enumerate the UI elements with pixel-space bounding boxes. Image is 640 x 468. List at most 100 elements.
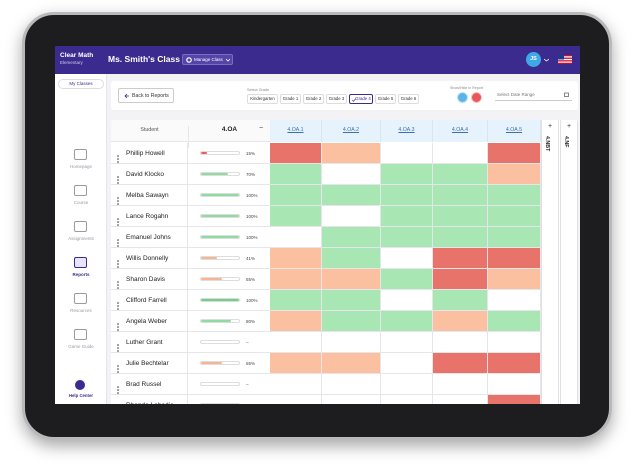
score-cell (188, 353, 270, 374)
grade-button[interactable]: Grade 4 (349, 94, 373, 104)
mastery-cell (381, 227, 433, 248)
score-label: 15% (246, 150, 256, 156)
screen: Clear Math Elementary Ms. Smith's Class … (55, 46, 580, 404)
row-menu[interactable] (117, 381, 119, 394)
standard-header[interactable]: 4.OA.1 (270, 120, 322, 142)
mastery-cell (270, 227, 322, 248)
my-classes-button[interactable]: My Classes (58, 79, 104, 89)
student-name[interactable]: Brad Russel (126, 381, 162, 388)
mastery-cell (381, 164, 433, 185)
row-menu[interactable] (117, 192, 119, 205)
score-label: 100% (246, 297, 258, 303)
progress-track (200, 193, 240, 197)
top-bar: Clear Math Elementary Ms. Smith's Class … (55, 46, 580, 74)
mastery-cell (322, 374, 381, 395)
standard-header[interactable]: 4.OA.3 (381, 120, 433, 142)
help-icon[interactable] (75, 380, 85, 390)
nav-label[interactable]: Assignments (68, 236, 94, 241)
nav-label[interactable]: Course (73, 200, 89, 205)
student-name[interactable]: Emanuel Johns (126, 234, 171, 241)
expand-button[interactable]: + (547, 123, 553, 130)
help-center-label[interactable]: Help Center (68, 393, 94, 398)
mastery-cell (488, 227, 541, 248)
progress-bar (201, 194, 239, 196)
row-menu[interactable] (117, 297, 119, 310)
score-cell (188, 164, 270, 185)
row-menu[interactable] (117, 318, 119, 331)
student-name[interactable]: Sharon Davis (126, 276, 166, 283)
avatar-caret (544, 58, 549, 62)
score-label: 80% (246, 318, 256, 324)
mastery-cell (381, 185, 433, 206)
grade-button[interactable]: Grade 1 (280, 94, 301, 104)
nav-label[interactable]: Game Guide (68, 344, 94, 349)
mastery-cell (381, 374, 433, 395)
grade-button[interactable]: Grade 2 (303, 94, 324, 104)
row-menu[interactable] (117, 276, 119, 289)
progress-bar (201, 320, 232, 322)
hide-toggle[interactable] (471, 92, 482, 103)
mastery-cell (433, 353, 488, 374)
mastery-cell (433, 164, 488, 185)
mastery-cell (270, 206, 322, 227)
student-name[interactable]: Willis Donnelly (126, 255, 169, 262)
nav-label[interactable]: Reports (72, 272, 90, 277)
student-name[interactable]: David Klocko (126, 171, 164, 178)
student-name[interactable]: Phillip Howell (126, 150, 165, 157)
student-header: Student (140, 127, 159, 133)
nav-icon[interactable] (74, 293, 87, 304)
student-name[interactable]: Julie Bechtelar (126, 360, 169, 367)
nav-label[interactable]: Resources (70, 308, 92, 313)
nav-icon[interactable] (74, 185, 87, 196)
dots-icon (117, 218, 119, 226)
nav-icon[interactable] (74, 149, 87, 160)
manage-class-button[interactable]: Manage Class (182, 54, 233, 65)
nav-icon[interactable] (74, 257, 87, 268)
row-menu[interactable] (117, 213, 119, 226)
dots-icon (117, 344, 119, 352)
avatar[interactable]: JS (526, 52, 541, 67)
mastery-cell (433, 185, 488, 206)
mastery-cell (270, 248, 322, 269)
grade-button[interactable]: Grade 5 (375, 94, 396, 104)
standard-header[interactable]: 4.OA.2 (322, 120, 381, 142)
score-label: 100% (246, 234, 258, 240)
student-cell (111, 353, 188, 374)
show-toggle[interactable] (457, 92, 468, 103)
grade-button[interactable]: Grade 3 (326, 94, 347, 104)
manage-class-label: Manage Class (194, 57, 223, 62)
progress-track (200, 403, 240, 404)
standard-header[interactable]: 4.OA.5 (488, 120, 541, 142)
row-menu[interactable] (117, 402, 119, 404)
row-menu[interactable] (117, 339, 119, 352)
grade-label: Select Grade (247, 88, 270, 92)
progress-bar (201, 173, 228, 175)
row-menu[interactable] (117, 234, 119, 247)
nav-label[interactable]: Homepage (69, 164, 92, 169)
flag-icon[interactable] (558, 55, 572, 64)
nav-icon[interactable] (74, 329, 87, 340)
student-name[interactable]: Lance Rogahn (126, 213, 169, 220)
student-name[interactable]: Luther Grant (126, 339, 163, 346)
collapse-button[interactable]: − (259, 125, 264, 132)
nav-icon[interactable] (74, 221, 87, 232)
student-name[interactable]: Rhonda Labadie (126, 402, 174, 404)
row-menu[interactable] (117, 150, 119, 163)
row-menu[interactable] (117, 255, 119, 268)
standard-header[interactable]: 4.OA.4 (433, 120, 488, 142)
student-name[interactable]: Angela Weber (126, 318, 168, 325)
student-name[interactable]: Melba Sawayn (126, 192, 169, 199)
grade-button[interactable]: Kindergarten (247, 94, 278, 104)
mastery-cell (433, 269, 488, 290)
mastery-cell (488, 143, 541, 164)
grade-button[interactable]: Grade 6 (398, 94, 419, 104)
expand-button[interactable]: + (566, 123, 572, 130)
mastery-cell (322, 353, 381, 374)
back-button[interactable]: Back to Reports (118, 88, 174, 103)
row-menu[interactable] (117, 360, 119, 373)
student-name[interactable]: Clifford Farrell (126, 297, 167, 304)
row-menu[interactable] (117, 171, 119, 184)
date-range-input[interactable]: Select Date Range (495, 90, 572, 101)
mastery-cell (488, 332, 541, 353)
